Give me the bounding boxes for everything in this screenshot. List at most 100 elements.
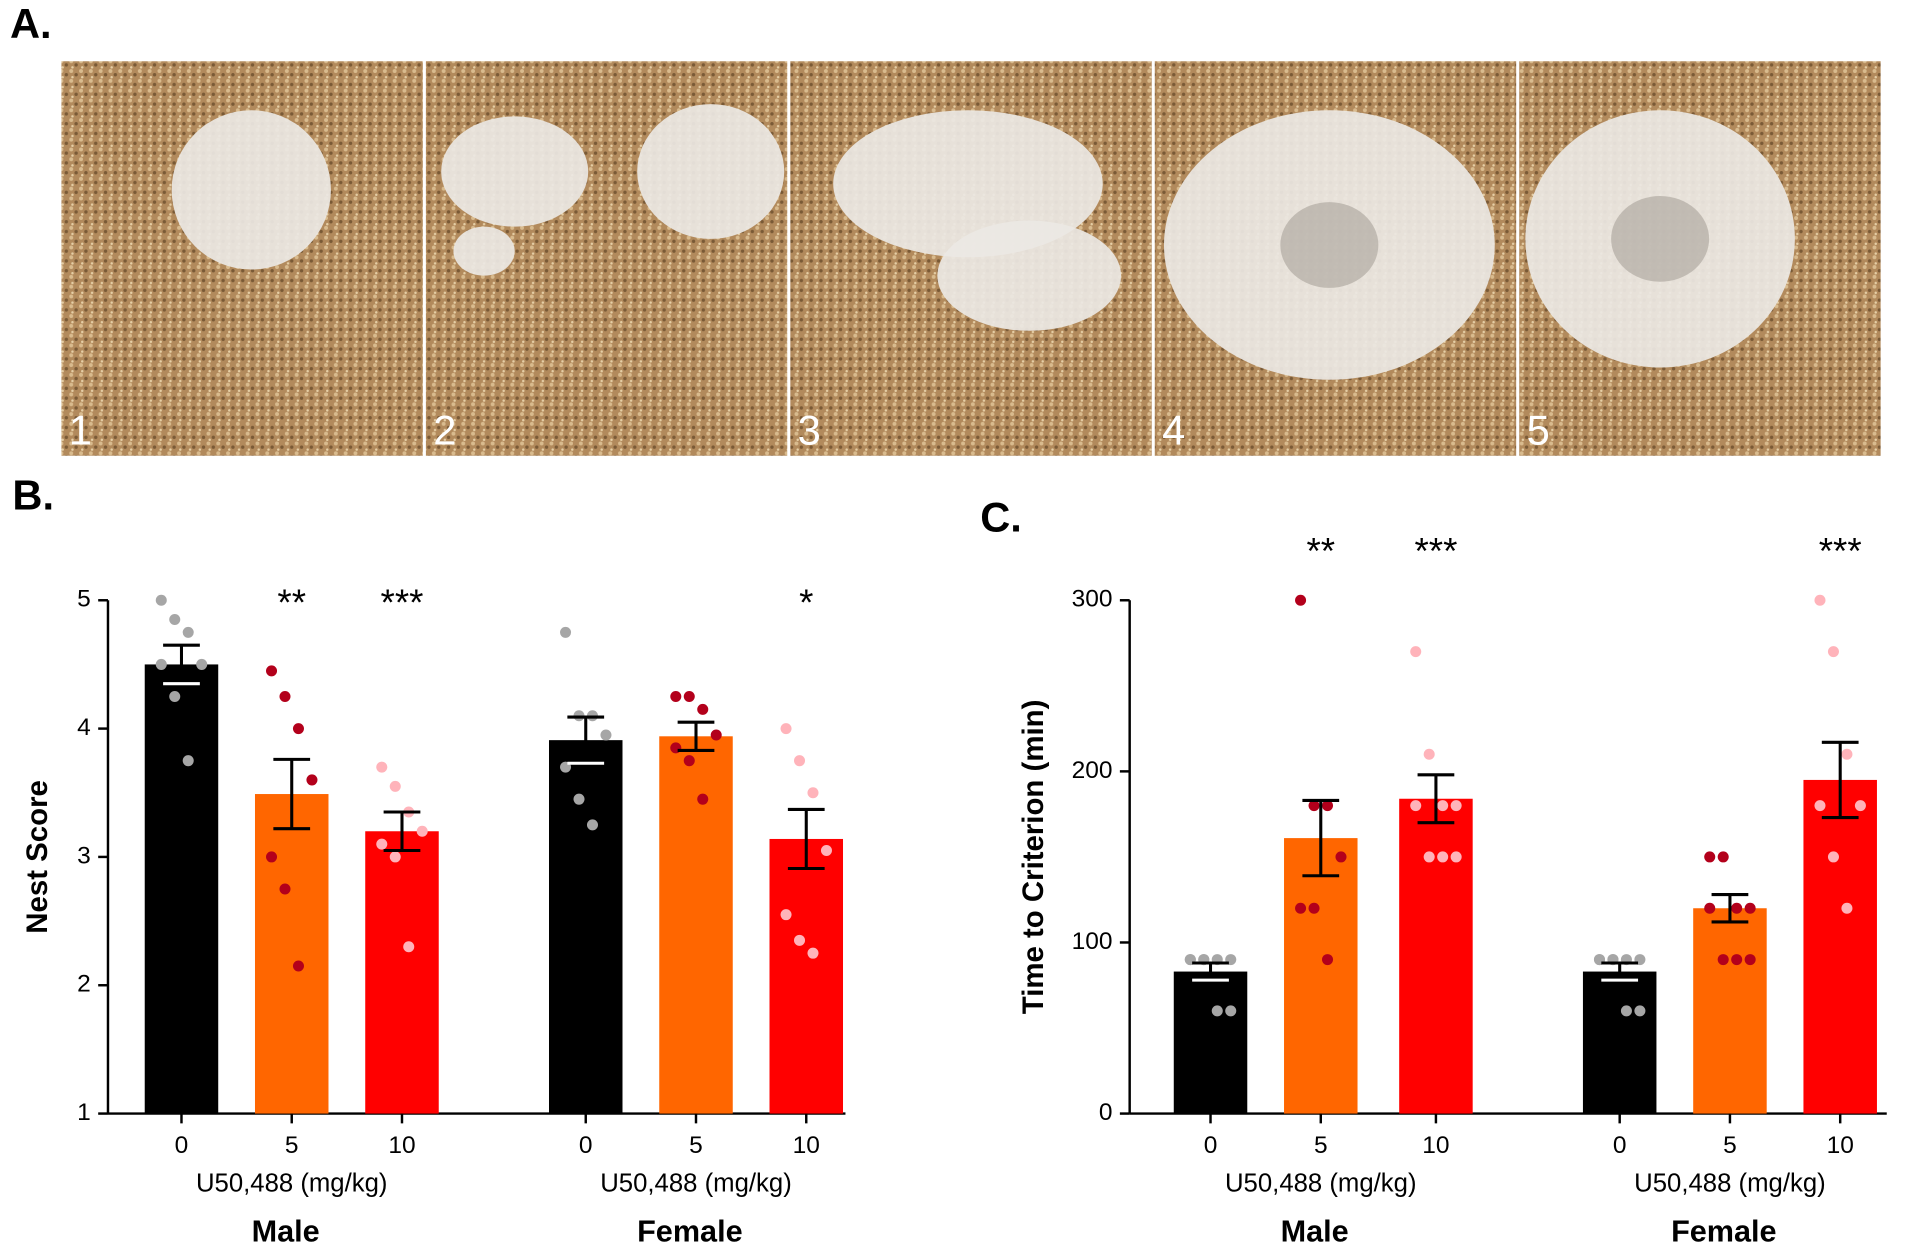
nest-material xyxy=(833,110,1103,258)
photo-number: 5 xyxy=(1527,407,1550,454)
data-point xyxy=(1704,851,1716,863)
data-point xyxy=(182,626,194,638)
x-axis-label: U50,488 (mg/kg) xyxy=(196,1169,388,1197)
significance: *** xyxy=(1414,530,1457,571)
y-tick-label: 0 xyxy=(1099,1099,1113,1126)
data-point xyxy=(1731,902,1743,914)
data-point xyxy=(155,594,167,606)
x-tick-label: 5 xyxy=(1314,1132,1328,1159)
data-point xyxy=(807,947,819,959)
nest-material xyxy=(637,104,785,239)
group-label: Female xyxy=(1671,1215,1777,1249)
data-point xyxy=(683,755,695,767)
data-point xyxy=(169,614,181,626)
bar xyxy=(548,740,623,1114)
nest-material xyxy=(441,116,589,227)
data-point xyxy=(600,729,612,741)
data-point xyxy=(306,774,318,786)
error-bar xyxy=(1417,773,1455,825)
data-point xyxy=(279,691,291,703)
group-label: Female xyxy=(637,1215,743,1249)
data-point xyxy=(1814,594,1826,606)
error-bar xyxy=(1302,798,1340,878)
data-point xyxy=(182,755,194,767)
bar xyxy=(1803,779,1877,1114)
data-point xyxy=(683,691,695,703)
data-point xyxy=(794,934,806,946)
data-point xyxy=(1410,800,1422,812)
group-label: Male xyxy=(1281,1215,1349,1249)
data-point xyxy=(1295,902,1307,914)
data-point xyxy=(1450,851,1462,863)
data-point xyxy=(1814,800,1826,812)
data-point xyxy=(292,960,304,972)
data-point xyxy=(389,851,401,863)
x-axis-label: U50,488 (mg/kg) xyxy=(600,1169,792,1197)
x-tick-label: 0 xyxy=(175,1132,189,1159)
data-point xyxy=(1704,902,1716,914)
data-point xyxy=(266,851,278,863)
data-point xyxy=(670,691,682,703)
error-bar xyxy=(273,757,311,831)
x-tick-label: 0 xyxy=(1204,1132,1218,1159)
data-point xyxy=(1841,902,1853,914)
x-tick-label: 0 xyxy=(579,1132,593,1159)
y-tick-label: 200 xyxy=(1072,757,1113,784)
x-axis-label: U50,488 (mg/kg) xyxy=(1225,1169,1417,1197)
data-point xyxy=(1744,902,1756,914)
panel-label: A. xyxy=(10,0,52,47)
error-bar xyxy=(1711,893,1749,924)
data-point xyxy=(376,838,388,850)
nest-hollow xyxy=(1280,202,1379,288)
data-point xyxy=(820,844,832,857)
nest-material xyxy=(453,226,515,276)
bar xyxy=(1582,971,1657,1114)
significance: ** xyxy=(277,582,306,623)
error-bar xyxy=(1192,961,1229,982)
data-point xyxy=(1410,646,1422,658)
error-bar xyxy=(787,807,825,871)
data-point xyxy=(1437,851,1449,863)
panel-label: B. xyxy=(12,472,54,519)
data-point xyxy=(807,787,819,799)
nest-hollow xyxy=(1611,196,1710,282)
error-bar xyxy=(383,810,421,853)
nest-material xyxy=(171,110,331,270)
data-point xyxy=(1335,851,1347,863)
bar xyxy=(254,794,329,1114)
y-tick-label: 5 xyxy=(77,586,91,613)
data-point xyxy=(1717,954,1729,966)
data-point xyxy=(1827,646,1839,658)
x-tick-label: 10 xyxy=(1827,1132,1854,1159)
data-point xyxy=(155,658,167,670)
data-point xyxy=(1225,1005,1237,1017)
x-tick-label: 10 xyxy=(793,1132,820,1159)
photo-number: 2 xyxy=(433,407,456,454)
x-tick-label: 10 xyxy=(388,1132,415,1159)
data-point xyxy=(292,723,304,735)
data-point xyxy=(1423,748,1435,760)
data-point xyxy=(586,819,598,831)
significance: *** xyxy=(381,582,424,623)
data-point xyxy=(279,883,291,895)
data-point xyxy=(1308,902,1320,914)
x-tick-label: 10 xyxy=(1422,1132,1449,1159)
photo-number: 4 xyxy=(1162,407,1185,454)
error-bar xyxy=(677,720,715,752)
y-tick-label: 1 xyxy=(77,1099,91,1126)
data-point xyxy=(196,658,208,670)
error-bar xyxy=(163,643,200,686)
data-point xyxy=(710,729,722,741)
y-tick-label: 2 xyxy=(77,971,91,998)
data-point xyxy=(1827,851,1839,863)
bar xyxy=(1399,798,1473,1114)
data-point xyxy=(389,780,401,792)
x-tick-label: 0 xyxy=(1613,1132,1627,1159)
data-point xyxy=(560,626,572,638)
data-point xyxy=(1450,800,1462,812)
data-point xyxy=(376,761,388,773)
data-point xyxy=(1423,851,1435,863)
error-bar xyxy=(1821,740,1859,820)
data-point xyxy=(697,703,709,715)
data-point xyxy=(1308,800,1320,812)
